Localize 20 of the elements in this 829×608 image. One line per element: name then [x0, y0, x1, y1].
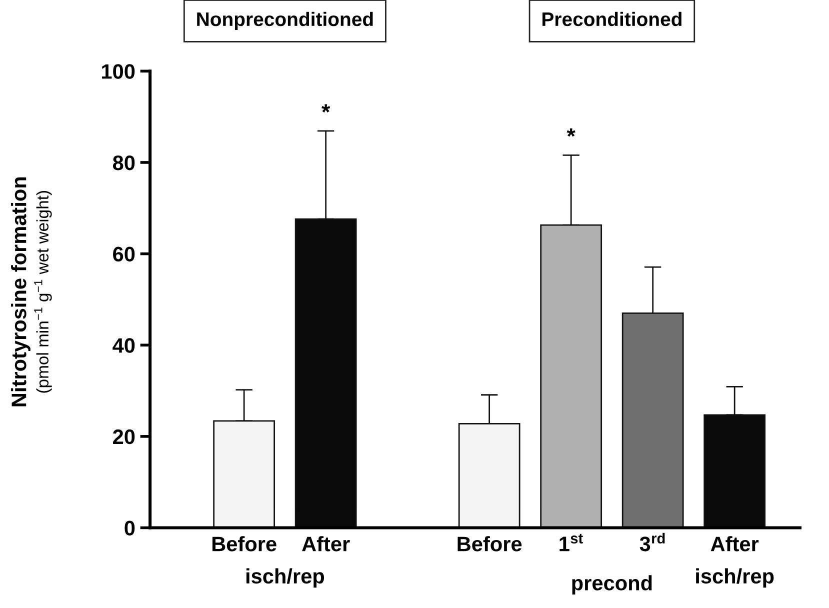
- y-tick-label: 100: [102, 64, 135, 79]
- text: isch/rep: [246, 568, 324, 588]
- text: isch/rep: [696, 568, 774, 588]
- y-tick-label: 60: [113, 246, 135, 262]
- x-tick-label: Before: [212, 536, 276, 552]
- annotation: *: [566, 128, 576, 137]
- y-tick-label: 80: [112, 155, 135, 170]
- y-axis-title: Nitrotyrosine formation (pmol min$^{−1}$ g$^{−1}$ wet weight): [11, 177, 52, 406]
- x-tick-label: Before: [458, 536, 522, 552]
- x-tick-label: After: [302, 536, 350, 552]
- x-tick-label: 3$^{rd}$: [640, 532, 665, 552]
- text: Preconditioned: [542, 12, 682, 26]
- y-tick-label: 20: [113, 429, 135, 444]
- annotation: *: [322, 104, 330, 112]
- y-tick-label: 0: [124, 520, 135, 536]
- x-tick-label: After: [710, 536, 759, 552]
- text: precond: [572, 575, 652, 595]
- x-tick-label: 1$^{st}$: [560, 534, 583, 552]
- y-tick-label: 40: [112, 338, 135, 353]
- text: Nonpreconditioned: [197, 12, 373, 30]
